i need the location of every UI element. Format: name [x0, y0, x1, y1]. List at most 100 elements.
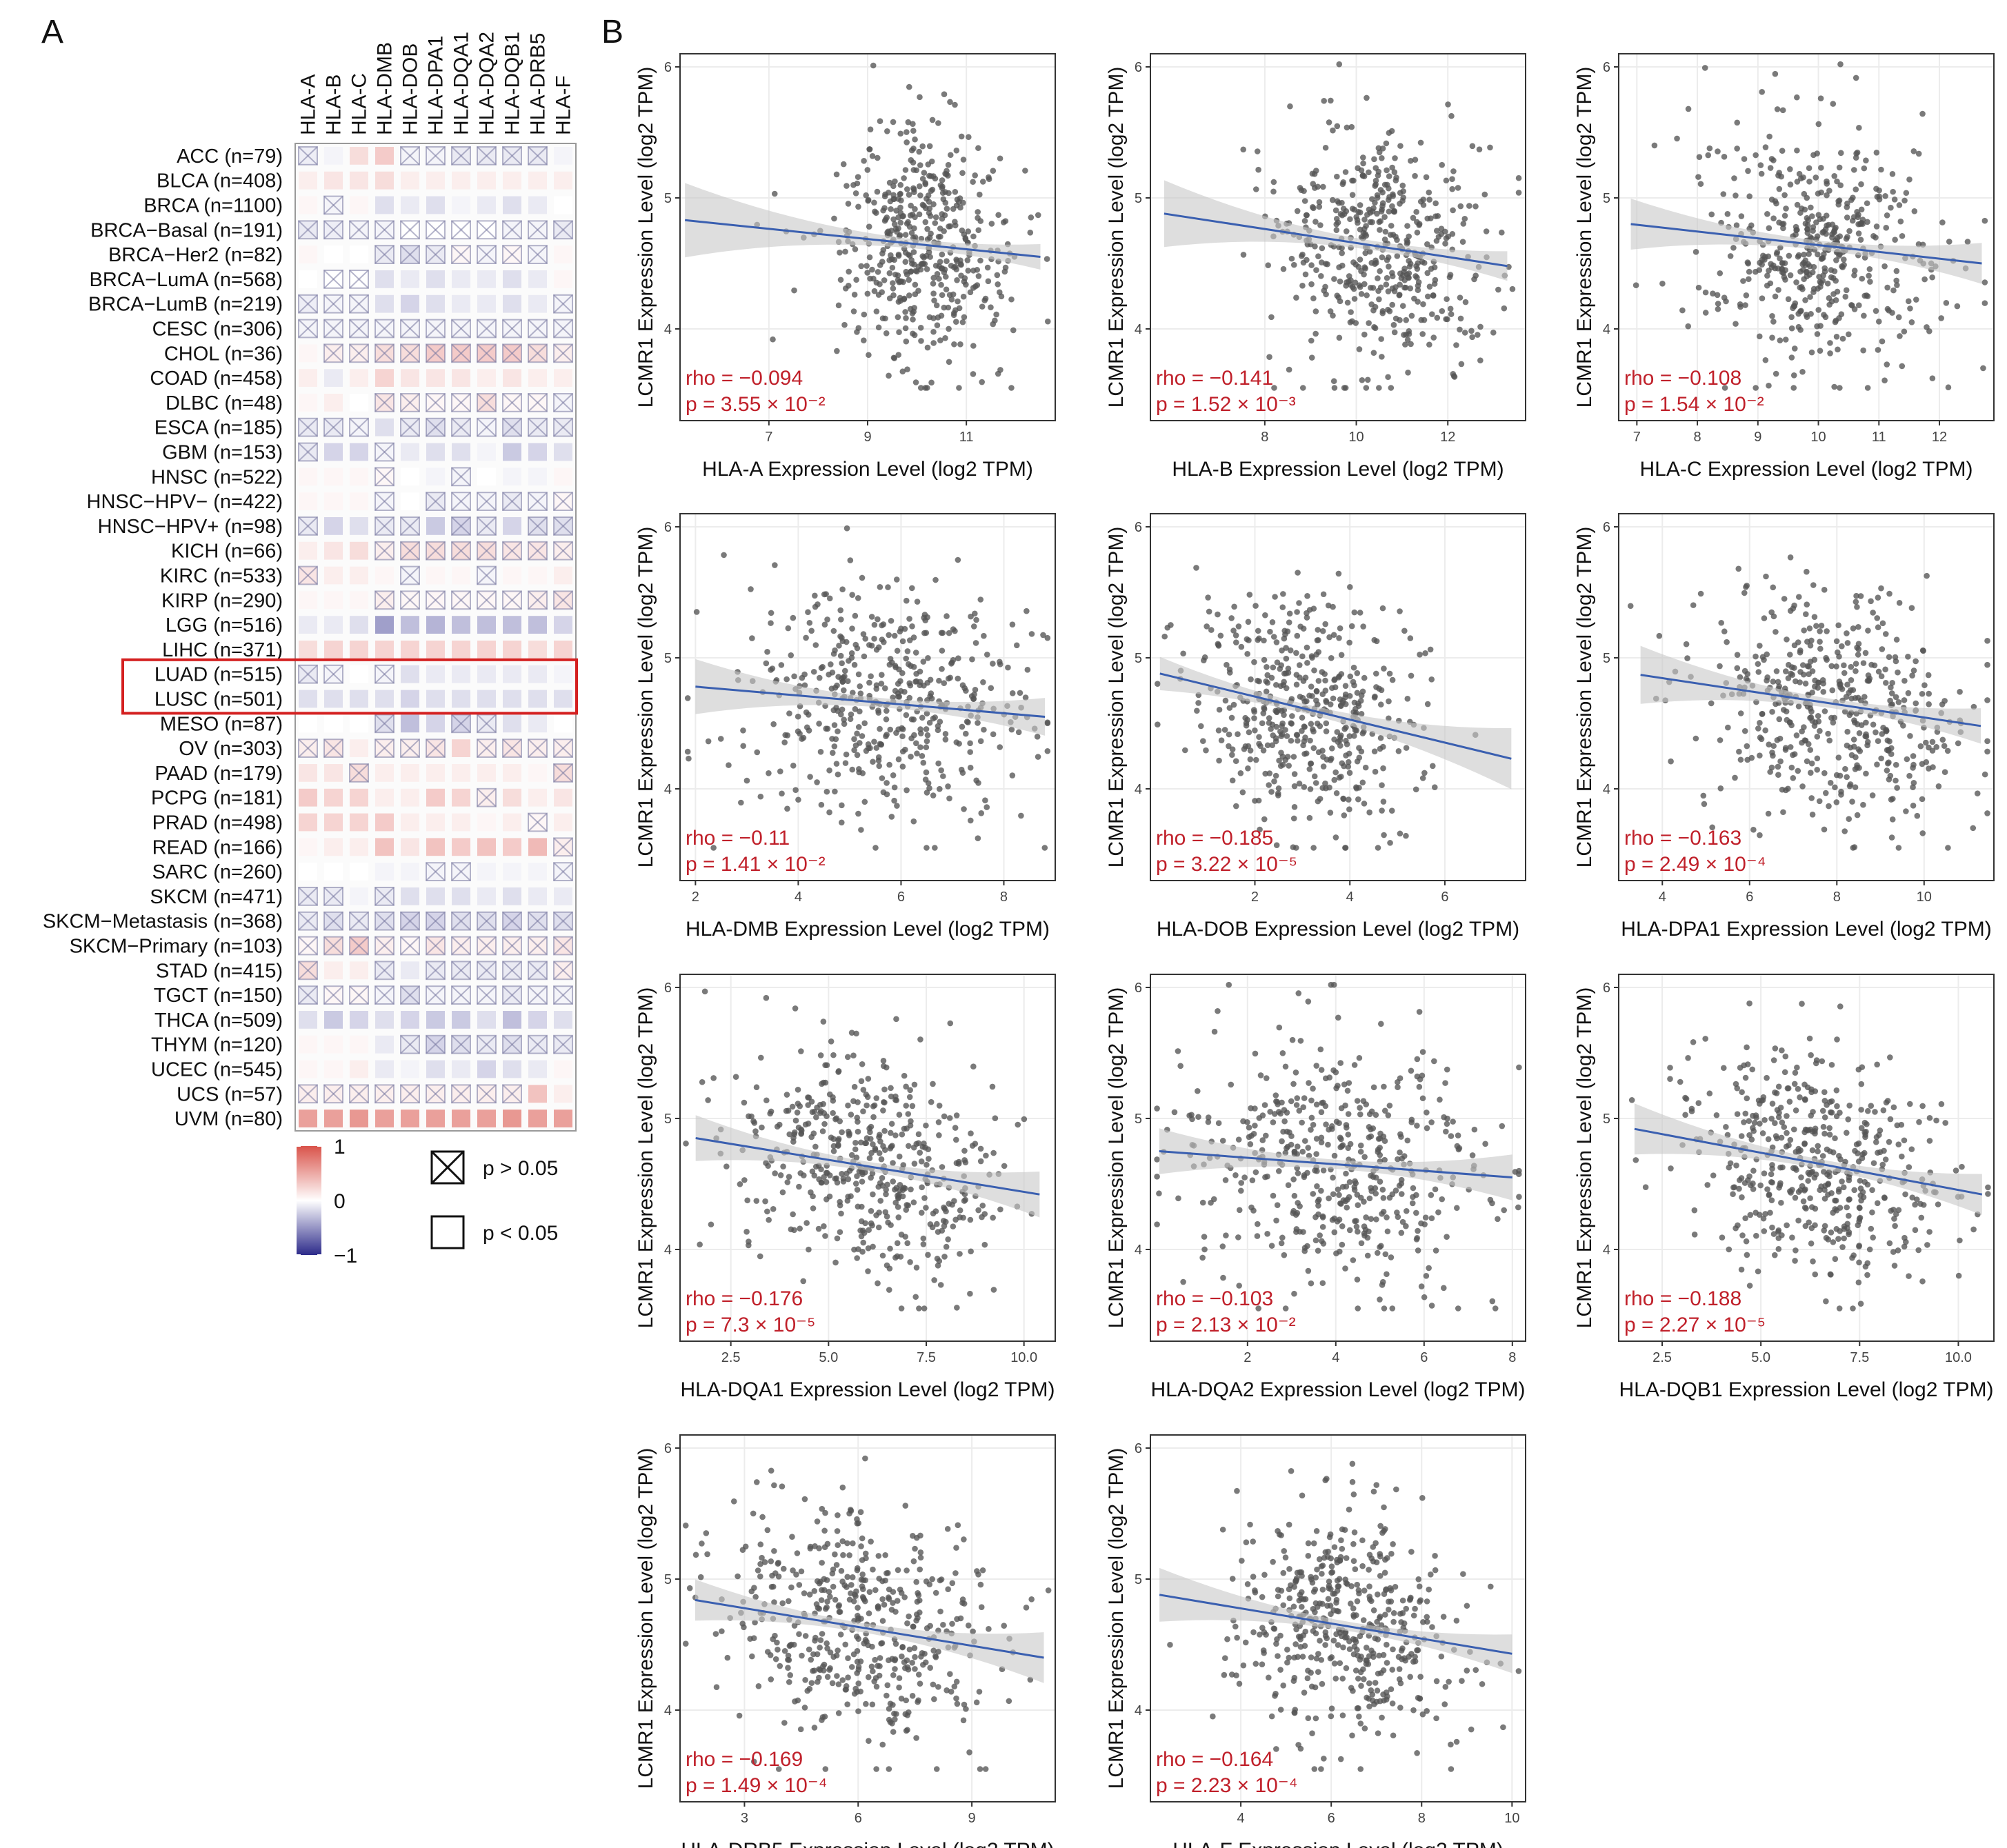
- scatter-point: [877, 262, 883, 268]
- scatter-point: [1364, 212, 1370, 218]
- non-significant-cross: [528, 961, 548, 981]
- scatter-point: [1276, 1024, 1283, 1031]
- scatter-point: [905, 1143, 912, 1149]
- scatter-point: [803, 709, 810, 716]
- scatter-point: [1271, 1111, 1278, 1117]
- scatter-point: [917, 266, 924, 273]
- scatter-point: [847, 716, 854, 723]
- scatter-point: [1372, 261, 1378, 267]
- scatter-point: [1437, 1096, 1443, 1103]
- non-significant-cross: [477, 565, 497, 585]
- scatter-point: [910, 634, 917, 641]
- scatter-point: [1379, 807, 1385, 814]
- heatmap-cell: [401, 196, 419, 214]
- scatter-point: [1228, 615, 1235, 621]
- non-significant-cross: [298, 739, 318, 758]
- scatter-point: [1375, 275, 1381, 281]
- scatter-point: [1881, 377, 1888, 383]
- scatter-point: [908, 268, 915, 274]
- scatter-point: [1906, 177, 1913, 183]
- scatter-point: [1247, 1141, 1254, 1147]
- scatter-point: [1379, 189, 1386, 196]
- scatter-point: [1326, 1126, 1332, 1133]
- scatter-point: [1005, 664, 1011, 671]
- non-significant-cross: [400, 911, 420, 931]
- non-significant-cross: [502, 912, 522, 931]
- scatter-point: [906, 1094, 913, 1101]
- non-significant-cross: [400, 245, 420, 264]
- scatter-point: [837, 1198, 843, 1205]
- scatter-point: [1300, 1104, 1307, 1110]
- scatter-point: [1799, 368, 1806, 375]
- non-significant-cross: [451, 492, 471, 511]
- scatter-point: [1893, 277, 1899, 284]
- non-significant-cross: [451, 393, 471, 412]
- heatmap-cell: [401, 294, 419, 313]
- scatter-point: [1279, 1234, 1286, 1241]
- scatter-point: [961, 275, 968, 281]
- heatmap-cell: [324, 1060, 343, 1078]
- scatter-point: [1964, 239, 1971, 245]
- heatmap-cell: [452, 887, 470, 905]
- scatter-point: [1426, 283, 1433, 290]
- scatter-point: [1843, 287, 1850, 294]
- scatter-point: [941, 91, 948, 97]
- non-significant-cross: [528, 245, 548, 265]
- non-significant-cross: [451, 936, 471, 956]
- scatter-point: [893, 208, 899, 214]
- scatter-point: [912, 650, 919, 656]
- scatter-point: [930, 340, 937, 346]
- heatmap-cell: [554, 887, 572, 905]
- scatter-point: [1788, 325, 1795, 332]
- scatter-point: [1795, 310, 1801, 317]
- scatter-point: [1856, 125, 1862, 131]
- scatter-point: [1777, 735, 1784, 742]
- scatter-point: [1346, 1178, 1353, 1185]
- heatmap-cell: [426, 369, 445, 387]
- non-significant-cross: [349, 270, 369, 289]
- scatter-point: [1330, 378, 1337, 385]
- non-significant-cross: [375, 714, 395, 734]
- scatter-point: [1721, 628, 1728, 635]
- scatter-point: [904, 186, 910, 192]
- scatter-point: [1315, 636, 1321, 643]
- scatter-point: [923, 1205, 929, 1211]
- scatter-point: [1346, 1227, 1353, 1234]
- scatter-point: [895, 756, 902, 763]
- scatter-point: [1821, 826, 1828, 833]
- scatter-point: [1939, 219, 1946, 225]
- scatter-point: [1833, 317, 1839, 324]
- non-significant-cross: [528, 146, 548, 165]
- scatter-point: [1941, 743, 1948, 750]
- scatter-point: [1897, 218, 1904, 225]
- non-significant-cross: [451, 418, 471, 437]
- scatter-point: [684, 695, 691, 701]
- scatter-point: [1899, 363, 1906, 370]
- scatter-point: [899, 368, 906, 375]
- scatter-point: [1844, 681, 1850, 688]
- colorbar-tick-label: 1: [334, 1136, 346, 1158]
- scatter-point: [1490, 330, 1497, 336]
- scatter-point: [1809, 812, 1816, 818]
- heatmap-cell: [503, 270, 521, 288]
- scatter-point: [1294, 208, 1301, 214]
- scatter-point: [821, 1121, 828, 1127]
- non-significant-cross: [477, 590, 497, 610]
- scatter-point: [1740, 278, 1746, 284]
- scatter-point: [866, 254, 873, 261]
- scatter-point: [903, 787, 910, 794]
- heatmap-row-label: LUAD (n=515): [154, 664, 283, 686]
- scatter-point: [1846, 816, 1853, 822]
- scatter-point: [1362, 250, 1369, 257]
- scatter-point: [1450, 207, 1456, 214]
- scatter-point: [922, 1144, 928, 1151]
- scatter-point: [1449, 176, 1455, 183]
- scatter-point: [1010, 327, 1017, 334]
- heatmap-cell: [299, 270, 317, 288]
- scatter-point: [902, 167, 909, 173]
- non-significant-cross: [528, 393, 548, 412]
- non-significant-cross: [375, 516, 395, 536]
- heatmap-cell: [554, 566, 572, 585]
- scatter-point: [835, 1068, 842, 1074]
